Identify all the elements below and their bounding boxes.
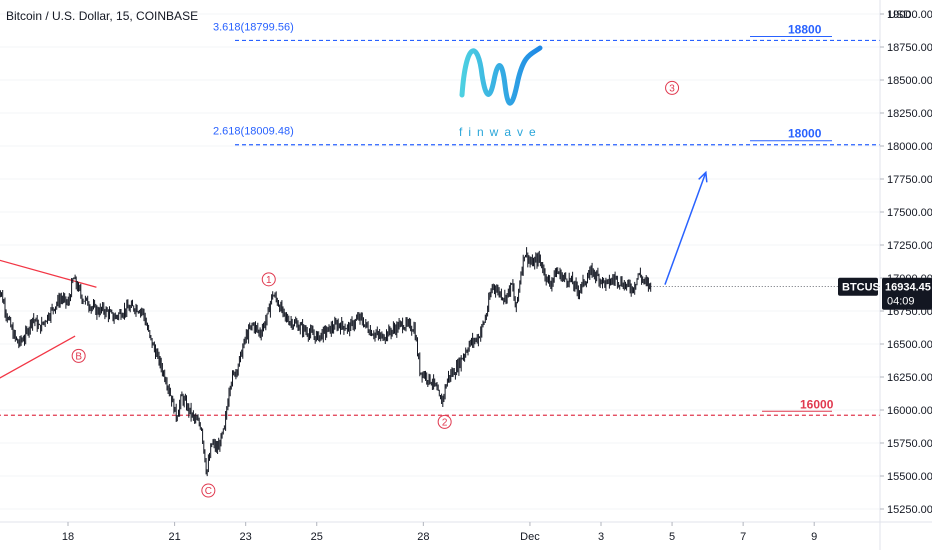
wave-label-text: C bbox=[205, 486, 212, 497]
wave-label-2: 2 bbox=[437, 414, 452, 429]
wave-label-text: 2 bbox=[442, 417, 448, 428]
price-tick-label: 19000.00 bbox=[887, 9, 932, 21]
price-axis-ticks: 15250.00 15500.00 15750.00 16000.00 16250.00… bbox=[880, 9, 932, 516]
triangle-line-1 bbox=[0, 259, 97, 288]
price-tick-label: 18750.00 bbox=[887, 42, 932, 54]
level-tag-support: 16000 bbox=[800, 397, 834, 411]
level-label-2.618: 2.618(18009.48) bbox=[213, 126, 294, 138]
price-tag-countdown: 04:09 bbox=[887, 296, 915, 308]
price-series bbox=[0, 247, 880, 477]
price-tick-label: 17500.00 bbox=[887, 207, 932, 219]
price-tag-value: 16934.45 bbox=[885, 282, 931, 294]
wave-labels: B C 1 2 3 bbox=[71, 80, 680, 498]
wave-label-C: C bbox=[201, 483, 216, 498]
wave-label-3: 3 bbox=[665, 80, 680, 95]
wave-label-text: 1 bbox=[266, 275, 272, 286]
chart-title: Bitcoin / U.S. Dollar, 15, COINBASE bbox=[6, 9, 198, 23]
price-tick-label: 18500.00 bbox=[887, 75, 932, 87]
symbol-tag-bg bbox=[838, 277, 878, 296]
currency-label: USD bbox=[888, 9, 911, 21]
grid bbox=[0, 13, 880, 510]
symbol-tag-text: BTCUSD bbox=[842, 282, 888, 294]
time-tick-label: 7 bbox=[740, 531, 746, 543]
triangle-lines bbox=[0, 259, 97, 379]
time-tick-label: 25 bbox=[311, 531, 323, 543]
finwave-wave-icon bbox=[459, 45, 543, 106]
projection-arrow bbox=[664, 170, 708, 285]
price-bars bbox=[0, 247, 652, 477]
time-tick-label: 18 bbox=[62, 531, 74, 543]
price-tick-label: 15750.00 bbox=[887, 438, 932, 450]
wave-label-text: B bbox=[75, 351, 82, 362]
price-tick-label: 16250.00 bbox=[887, 372, 932, 384]
finwave-brand-text: finwave bbox=[459, 125, 542, 139]
level-label-3.618: 3.618(18799.56) bbox=[213, 21, 294, 33]
wave-label-1: 1 bbox=[261, 272, 276, 287]
level-tag-2.618: 18000 bbox=[788, 127, 822, 141]
triangle-line-2 bbox=[0, 335, 76, 379]
time-tick-label: 5 bbox=[669, 531, 675, 543]
time-axis-ticks: 18 21 23 25 28 Dec 3 5 7 9 bbox=[62, 522, 817, 543]
time-tick-label: 28 bbox=[417, 531, 429, 543]
wave-label-B: B bbox=[71, 348, 86, 363]
price-tick-label: 15500.00 bbox=[887, 471, 932, 483]
last-price-tag: BTCUSD 16934.45 04:09 bbox=[838, 277, 932, 310]
wave-label-circle bbox=[71, 348, 86, 363]
wave-label-text: 3 bbox=[669, 83, 675, 94]
price-tick-label: 16500.00 bbox=[887, 339, 932, 351]
projection-arrow-shaft bbox=[664, 172, 707, 285]
price-tick-label: 16000.00 bbox=[887, 405, 932, 417]
wave-label-circle bbox=[261, 272, 276, 287]
price-tick-label: 15250.00 bbox=[887, 504, 932, 516]
finwave-logo: finwave bbox=[459, 45, 543, 139]
time-tick-label: 23 bbox=[240, 531, 252, 543]
wave-label-circle bbox=[201, 483, 216, 498]
time-tick-label: 3 bbox=[598, 531, 604, 543]
level-tag-3.618: 18800 bbox=[788, 22, 822, 36]
time-tick-label: Dec bbox=[520, 531, 540, 543]
time-tick-label: 9 bbox=[811, 531, 817, 543]
price-tick-label: 18000.00 bbox=[887, 141, 932, 153]
price-tag-bg bbox=[882, 277, 932, 310]
price-tick-label: 17250.00 bbox=[887, 240, 932, 252]
projection-arrow-head bbox=[698, 170, 708, 183]
time-tick-label: 21 bbox=[168, 531, 180, 543]
wave-label-circle bbox=[437, 414, 452, 429]
price-tick-label: 18250.00 bbox=[887, 108, 932, 120]
price-tick-label: 17750.00 bbox=[887, 174, 932, 186]
price-levels: 3.618(18799.56) 18800 2.618(18009.48) 18000… bbox=[0, 21, 880, 416]
wave-label-circle bbox=[665, 80, 680, 95]
